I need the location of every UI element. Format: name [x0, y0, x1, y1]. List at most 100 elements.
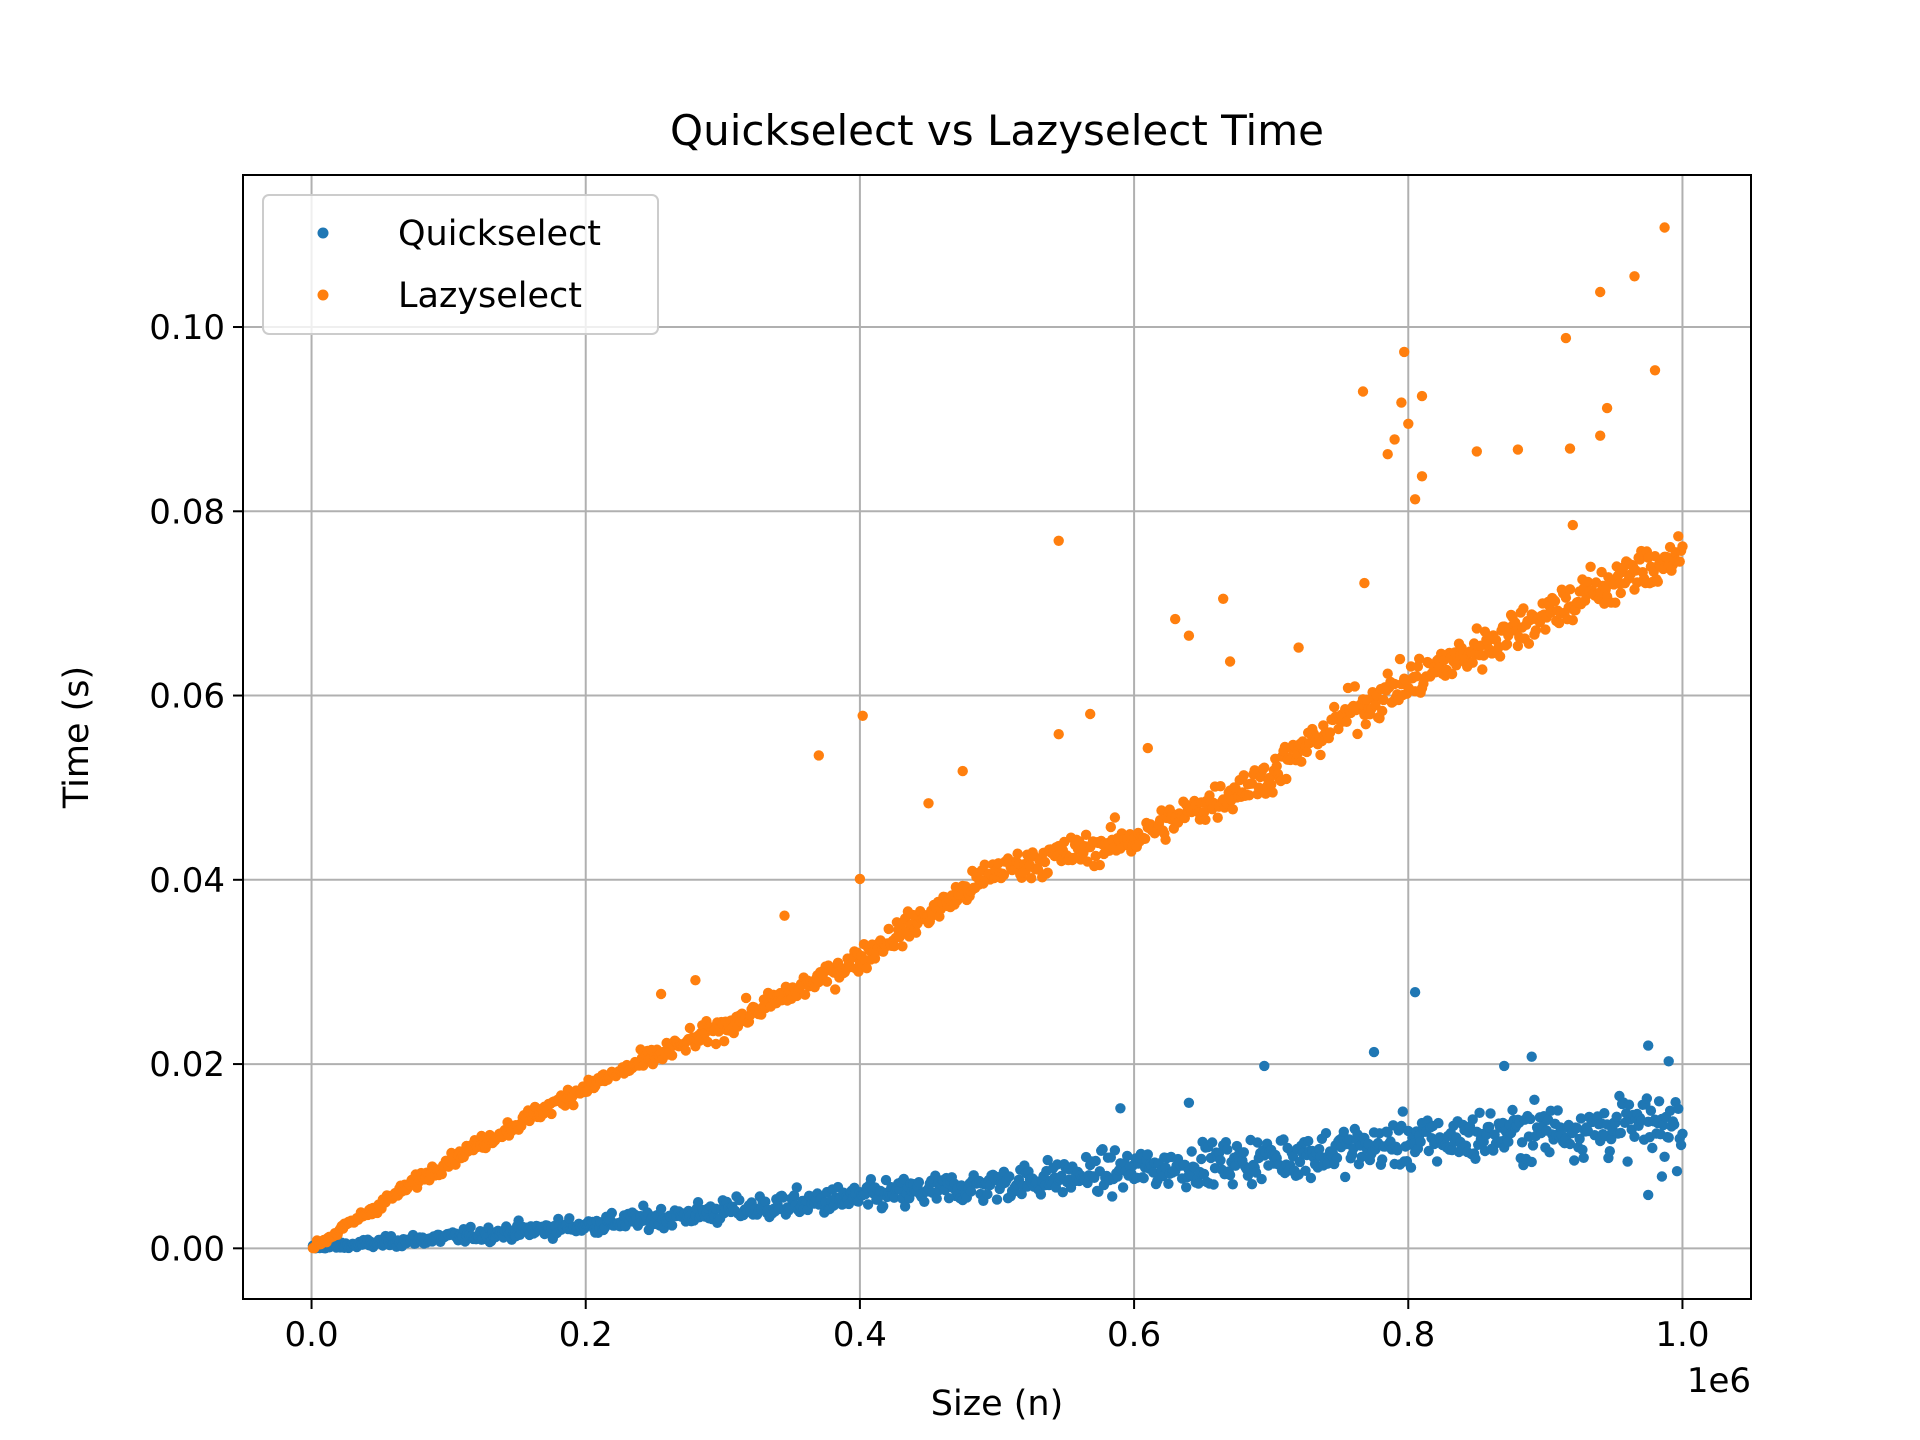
- legend-marker-quickselect: [317, 227, 329, 239]
- quickselect-point: [1109, 1145, 1121, 1156]
- lazyselect-point: [1359, 577, 1370, 589]
- quickselect-point: [1656, 1171, 1668, 1182]
- quickselect-point: [1256, 1173, 1267, 1185]
- lazyselect-point: [1567, 519, 1579, 531]
- quickselect-point: [1431, 1156, 1443, 1167]
- lazyselect-point: [1139, 833, 1151, 844]
- lazyselect-point: [1183, 630, 1195, 641]
- quickselect-point: [919, 1196, 930, 1208]
- axis-ticks: 0.0 0.2 0.4 0.6 0.8 1.0 0.00 0.02 0.04 0.06 0.08 0.…: [149, 308, 1709, 1355]
- lazyselect-point: [1200, 814, 1211, 825]
- lazyselect-point: [883, 923, 894, 935]
- quickselect-point: [965, 1186, 977, 1197]
- lazyselect-point: [1259, 762, 1270, 773]
- quickselect-point: [1142, 1149, 1154, 1160]
- lazyselect-point: [1512, 640, 1524, 652]
- lazyselect-point: [1659, 222, 1670, 233]
- lazyselect-point: [1244, 790, 1255, 801]
- lazyselect-point: [1238, 770, 1250, 781]
- quickselect-point: [760, 1196, 771, 1207]
- lazyselect-point: [1540, 624, 1551, 635]
- lazyselect-point: [1012, 848, 1023, 859]
- lazyselect-point: [1039, 856, 1051, 868]
- lazyselect-point: [1094, 859, 1106, 871]
- lazyselect-point: [1477, 664, 1488, 675]
- lazyselect-point: [1471, 446, 1483, 457]
- lazyselect-point: [861, 963, 872, 974]
- lazyselect-point: [1293, 642, 1304, 653]
- quickselect-point: [1115, 1103, 1126, 1114]
- lazyselect-point: [1494, 651, 1506, 662]
- lazyselect-point: [1409, 494, 1421, 505]
- lazyselect-point: [1357, 386, 1369, 397]
- quickselect-point: [1409, 987, 1421, 998]
- lazyselect-point: [1382, 449, 1393, 460]
- lazyselect-point: [1501, 639, 1513, 650]
- quickselect-point: [1526, 1051, 1537, 1062]
- quickselect-point: [1097, 1144, 1108, 1155]
- lazyselect-point: [1053, 535, 1064, 546]
- lazyselect-point: [1416, 471, 1428, 482]
- quickselect-point: [1303, 1135, 1314, 1147]
- grid-lines: [243, 175, 1751, 1299]
- quickselect-point: [1215, 1155, 1226, 1166]
- lazyselect-point: [1601, 402, 1613, 414]
- quickselect-point: [1574, 1133, 1585, 1145]
- quickselect-point: [1382, 1127, 1393, 1138]
- y-tick-label: 0.08: [149, 492, 225, 532]
- lazyselect-point: [1218, 593, 1229, 604]
- lazyselect-point: [1105, 821, 1117, 833]
- lazyselect-point: [1467, 657, 1478, 668]
- quickselect-point: [1673, 1103, 1684, 1115]
- lazyselect-point: [1629, 271, 1640, 282]
- quickselect-point: [1525, 1113, 1536, 1125]
- lazyselect-point: [910, 927, 922, 938]
- lazyselect-point: [1610, 597, 1621, 608]
- x-axis-label: Size (n): [931, 1384, 1063, 1424]
- quickselect-point: [1677, 1128, 1688, 1140]
- x-tick-label: 0.8: [1381, 1315, 1435, 1355]
- lazyselect-point: [1634, 554, 1646, 565]
- lazyselect-point: [1403, 418, 1414, 429]
- quickselect-point: [465, 1221, 476, 1233]
- lazyselect-point: [1142, 742, 1154, 754]
- quickselect-point: [1433, 1117, 1444, 1129]
- lazyselect-point: [1224, 656, 1236, 667]
- quickselect-point: [1331, 1152, 1343, 1164]
- quickselect-point: [1004, 1171, 1015, 1182]
- quickselect-point: [1278, 1134, 1289, 1145]
- quickselect-point: [1183, 1097, 1195, 1109]
- lazyselect-point: [1530, 625, 1542, 636]
- quickselect-point: [899, 1201, 911, 1212]
- quickselect-point: [1246, 1179, 1258, 1190]
- quickselect-point: [1664, 1105, 1676, 1117]
- lazyselect-point: [1212, 812, 1223, 823]
- quickselect-point: [1611, 1111, 1622, 1123]
- lazyselect-point: [719, 1036, 730, 1047]
- quickselect-point: [1675, 1139, 1687, 1151]
- quickselect-point: [1564, 1138, 1576, 1150]
- quickselect-point: [1016, 1188, 1027, 1200]
- lazyselect-point: [1080, 829, 1092, 840]
- quickselect-point: [1623, 1099, 1635, 1110]
- lazyselect-point: [1394, 653, 1406, 665]
- x-tick-label: 0.0: [285, 1315, 339, 1355]
- quickselect-point: [1507, 1104, 1518, 1116]
- quickselect-point: [1663, 1056, 1674, 1067]
- lazyselect-point: [1109, 812, 1121, 823]
- quickselect-point: [862, 1199, 874, 1210]
- quickselect-point: [865, 1174, 877, 1185]
- lazyselect-point: [1370, 700, 1381, 711]
- quickselect-point: [1485, 1108, 1496, 1119]
- lazyselect-point: [1382, 668, 1393, 679]
- legend: Quickselect Lazyselect: [262, 194, 659, 335]
- x-axis-offset-label: 1e6: [1687, 1361, 1751, 1401]
- quickselect-point: [1645, 1105, 1657, 1116]
- lazyselect-point: [821, 976, 833, 987]
- quickselect-point: [1222, 1144, 1233, 1155]
- lazyselect-point: [1446, 668, 1458, 680]
- quickselect-point: [655, 1203, 667, 1215]
- lazyselect-point: [1352, 728, 1363, 740]
- lazyselect-point: [1673, 531, 1684, 542]
- quickselect-point: [1484, 1121, 1495, 1133]
